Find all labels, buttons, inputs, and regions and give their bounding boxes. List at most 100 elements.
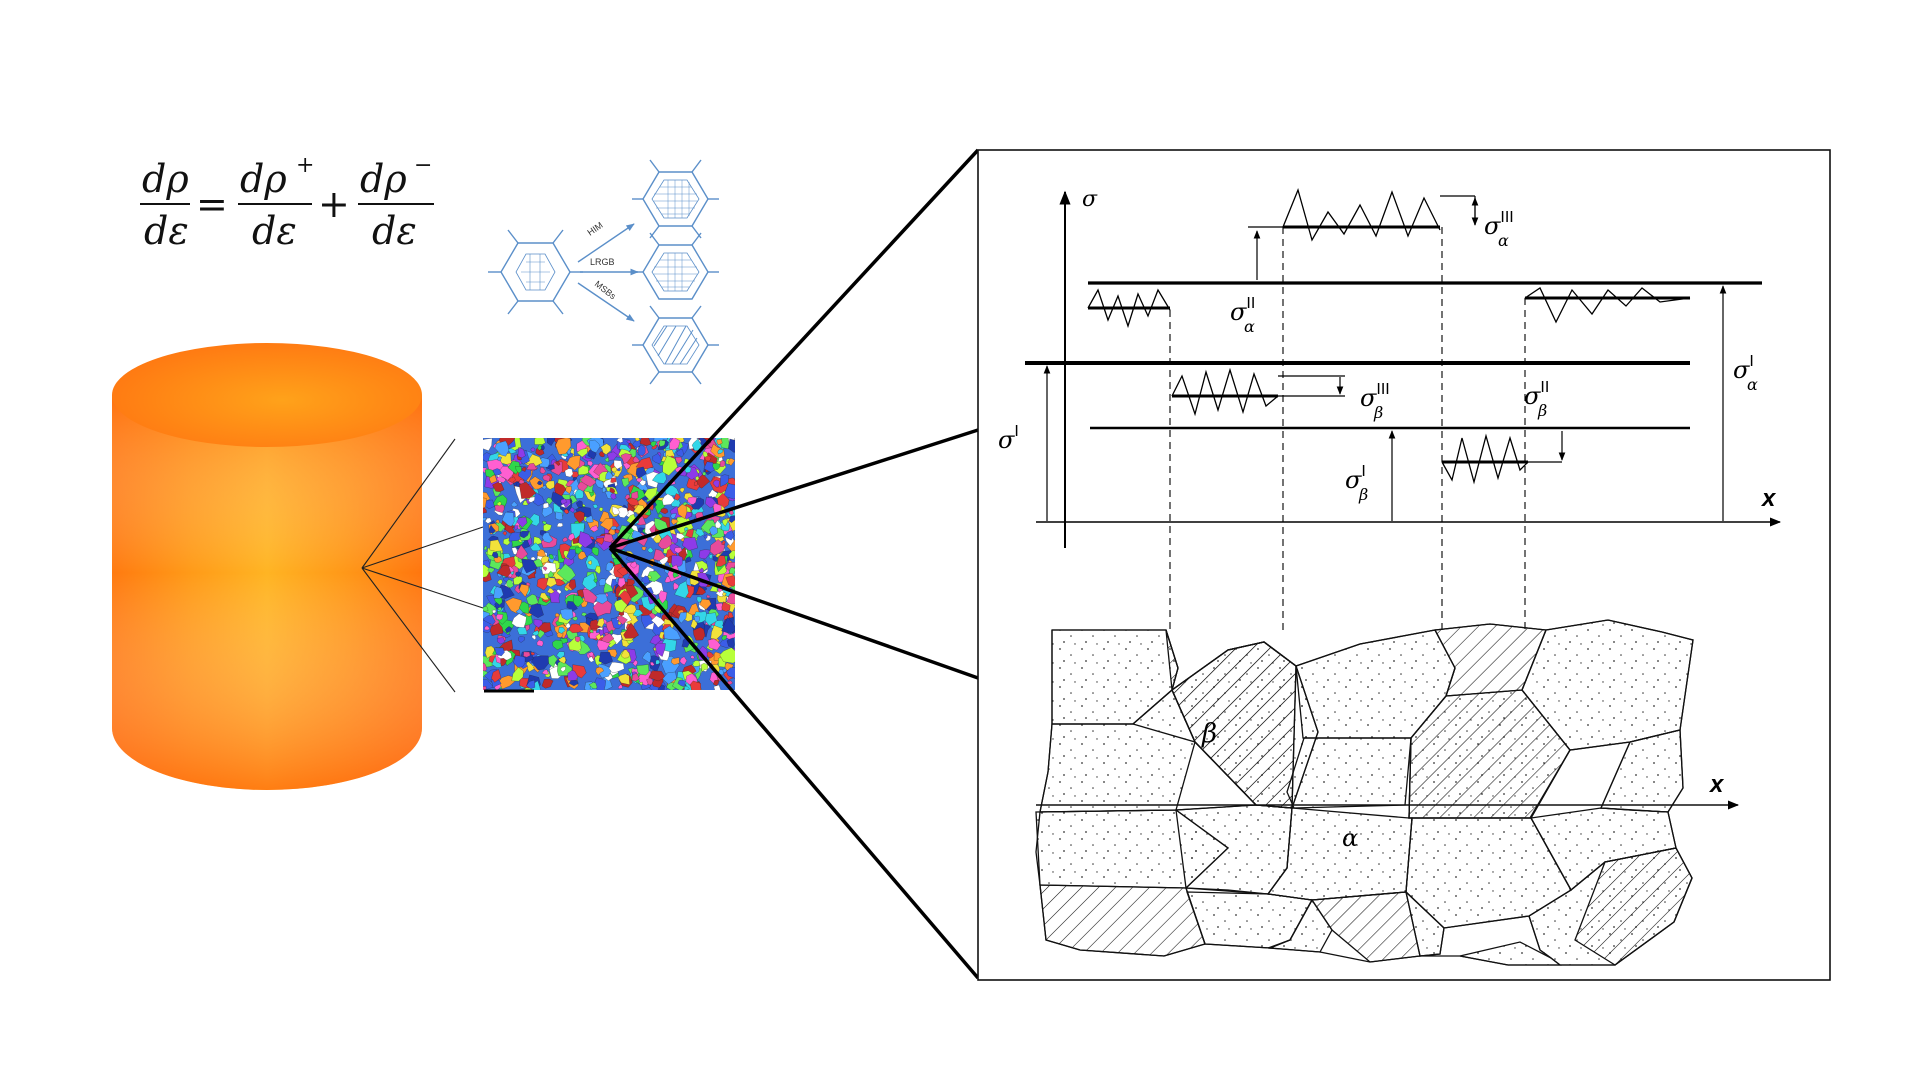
ebsd-grain [496,565,511,578]
ebsd-grain [580,474,598,488]
ebsd-grain [671,518,679,526]
ebsd-grain [693,481,698,486]
ebsd-grain [498,675,516,690]
ebsd-grain [642,651,652,664]
ebsd-grain [519,481,537,499]
stress-labels: σ x [1082,187,1777,512]
ebsd-grain [559,608,574,621]
ebsd-grain [505,597,522,614]
ebsd-grain [646,570,662,582]
ebsd-grain [517,447,526,459]
ebsd-grain [556,522,563,528]
ebsd-grain [566,600,578,612]
ebsd-grain [651,453,662,465]
ebsd-grain [616,438,624,443]
ebsd-grain [540,445,545,450]
ebsd-grain [576,448,588,458]
ebsd-grain [634,438,641,442]
ebsd-grain [515,571,522,578]
ebsd-grain [537,548,547,557]
ebsd-grain [621,477,630,488]
ebsd-grain [653,548,666,561]
ebsd-grain [562,536,569,543]
ebsd-grain [682,537,698,551]
ebsd-grain [611,472,616,477]
ebsd-grain [483,545,488,551]
ebsd-grain [483,438,493,451]
ebsd-grain [723,483,735,500]
sigma-III-alpha-subscript: α [1498,231,1509,250]
initial-grain-icon [488,229,583,315]
eq-lhs-numerator: dρ [142,157,189,201]
sigma-I-beta-label: σI [1345,463,1366,494]
ebsd-grain [603,582,614,594]
ebsd-grain [678,611,687,624]
ebsd-grain [497,607,502,611]
ebsd-grain [572,595,584,608]
ebsd-grain [547,438,556,446]
ebsd-grain [658,439,666,447]
ebsd-grain [530,542,542,551]
ebsd-grain [704,455,712,462]
zoom-lines-specimen [361,438,484,693]
ebsd-grain [621,649,630,659]
sigma-I-beta-subscript: β [1358,485,1368,504]
ebsd-grain [541,532,554,544]
ebsd-grain [492,468,502,476]
ebsd-grain [526,679,536,689]
ebsd-grain [702,471,706,476]
ebsd-grain [529,476,544,490]
ebsd-grain [587,460,594,467]
ebsd-grain [541,505,553,518]
ebsd-grain [519,530,530,539]
ebsd-grain [721,635,728,641]
ebsd-grain [556,563,576,583]
ebsd-grain [563,508,570,515]
ebsd-grain [536,639,544,647]
ebsd-grain [609,487,616,494]
ebsd-grain [521,466,527,472]
ebsd-grain [690,655,695,660]
sigma-II-beta-label: σII [1524,379,1549,410]
ebsd-grain [613,460,623,470]
ebsd-grain [728,510,734,516]
ebsd-grain [599,518,614,531]
ebsd-grain [650,661,655,666]
ebsd-grain [566,455,581,471]
ebsd-grain [494,504,505,513]
ebsd-grain [614,528,620,534]
ebsd-grain [707,638,721,651]
ebsd-grain [619,590,632,606]
ebsd-grain [674,580,689,599]
ebsd-grain [537,622,552,633]
eq-term2-denominator: dε [372,209,417,253]
ebsd-grain [636,477,643,483]
ebsd-grain [568,623,584,634]
ebsd-grain [636,664,650,676]
ebsd-grain [528,496,535,503]
eq-lhs-denominator: dε [144,209,189,253]
ebsd-grain [663,625,682,640]
ebsd-grain [677,503,688,520]
ebsd-grain [542,502,549,509]
ebsd-grain [569,507,575,513]
ebsd-grain [728,567,735,575]
label-him: HIM [585,220,604,238]
ebsd-grain [526,463,537,471]
ebsd-grain [491,609,497,614]
msbs-result-grain-icon [632,305,719,385]
ebsd-grain [519,584,529,598]
ebsd-grain [539,467,547,474]
ebsd-grain [558,627,566,634]
ebsd-grain [513,655,526,668]
ebsd-grain [687,496,697,505]
ebsd-grain [686,478,700,491]
ebsd-grain [582,572,597,592]
ebsd-grain [695,586,706,595]
ebsd-grain [631,490,639,500]
ebsd-grain [595,537,604,545]
ebsd-grain [593,578,598,584]
sigma-III-beta-subscript: β [1373,403,1383,422]
ebsd-grain [484,645,496,659]
